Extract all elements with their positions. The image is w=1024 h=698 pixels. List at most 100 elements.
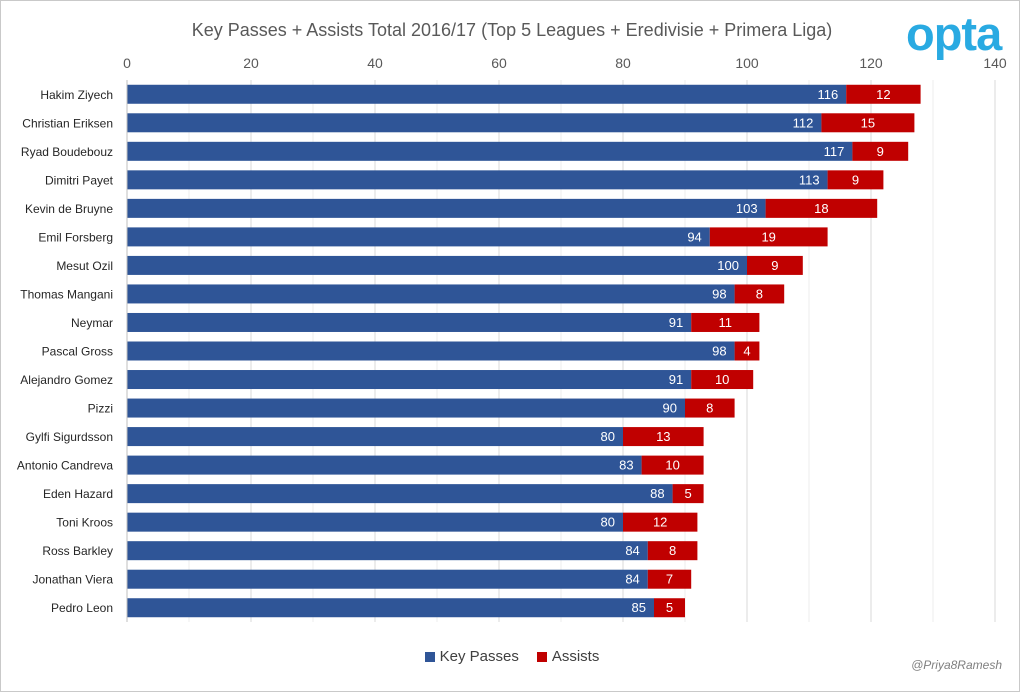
key-passes-value-label: 113 — [799, 172, 820, 187]
assists-value-label: 12 — [876, 87, 890, 102]
x-tick-label: 40 — [367, 55, 383, 71]
assists-value-label: 9 — [877, 144, 884, 159]
category-label: Pizzi — [88, 402, 113, 416]
legend-item-key-passes: Key Passes — [424, 648, 519, 665]
key-passes-value-label: 112 — [793, 115, 814, 130]
assists-bar — [846, 84, 921, 104]
assists-bar — [647, 541, 698, 561]
y-axis-labels: Hakim Ziyech Christian Eriksen Ryad Boudeb… — [17, 88, 114, 615]
assists-bar — [734, 341, 760, 361]
key-passes-bar — [127, 84, 847, 104]
assists-bar — [765, 198, 878, 218]
legend-swatch-key-passes — [424, 651, 435, 662]
assists-value-label: 5 — [666, 600, 673, 615]
key-passes-value-label: 91 — [669, 372, 683, 387]
key-passes-bar — [127, 598, 654, 618]
assists-bar — [691, 370, 754, 390]
key-passes-value-label: 88 — [650, 486, 664, 501]
assists-value-label: 15 — [861, 115, 875, 130]
key-passes-value-label: 94 — [687, 229, 701, 244]
key-passes-bar — [127, 312, 692, 332]
key-passes-value-label: 90 — [663, 401, 677, 416]
key-passes-value-label: 98 — [712, 344, 726, 359]
key-passes-bar — [127, 227, 710, 247]
chart-title: Key Passes + Assists Total 2016/17 (Top … — [191, 20, 833, 40]
key-passes-bar — [127, 398, 685, 418]
assists-value-label: 19 — [761, 229, 775, 244]
assists-bar — [821, 113, 915, 133]
assists-bar — [654, 598, 685, 618]
legend-label-assists: Assists — [551, 648, 600, 665]
x-axis-ticks: 0 20 40 60 80 100 120 140 — [123, 55, 1007, 71]
assists-value-label: 5 — [684, 486, 691, 501]
opta-logo: opta — [906, 7, 1002, 60]
assists-value-label: 13 — [656, 429, 670, 444]
key-passes-bar — [127, 484, 673, 504]
key-passes-value-label: 91 — [669, 315, 683, 330]
key-passes-bar — [127, 198, 766, 218]
assists-bar — [647, 569, 692, 589]
assists-bar — [623, 427, 704, 447]
x-tick-label: 120 — [859, 55, 883, 71]
assists-bar — [709, 227, 828, 247]
assists-bar — [685, 398, 735, 418]
key-passes-bar — [127, 141, 853, 161]
assists-value-label: 12 — [653, 515, 667, 530]
assists-bar — [747, 255, 803, 275]
category-label: Alejandro Gomez — [20, 373, 113, 387]
key-passes-bar — [127, 370, 692, 390]
key-passes-value-label: 84 — [625, 572, 639, 587]
key-passes-value-label: 117 — [824, 144, 845, 159]
assists-bar — [852, 141, 909, 161]
category-label: Kevin de Bruyne — [25, 202, 113, 216]
assists-value-label: 7 — [666, 572, 673, 587]
assists-bar — [623, 512, 698, 532]
x-tick-label: 0 — [123, 55, 131, 71]
key-passes-bar — [127, 113, 822, 133]
key-passes-bar — [127, 512, 623, 532]
assists-value-label: 10 — [665, 458, 679, 473]
key-passes-bar — [127, 284, 735, 304]
category-label: Neymar — [71, 316, 113, 330]
assists-value-label: 10 — [715, 372, 729, 387]
category-label: Thomas Mangani — [20, 287, 113, 301]
legend: Key Passes Assists — [0, 648, 1024, 665]
assists-bar — [691, 312, 760, 332]
category-label: Dimitri Payet — [45, 173, 114, 187]
key-passes-value-label: 84 — [625, 543, 639, 558]
x-tick-label: 100 — [735, 55, 759, 71]
key-passes-bar — [127, 455, 642, 475]
category-label: Mesut Ozil — [56, 259, 113, 273]
assists-value-label: 8 — [706, 401, 713, 416]
assists-value-label: 9 — [771, 258, 778, 273]
assists-bar — [641, 455, 704, 475]
key-passes-value-label: 100 — [717, 258, 739, 273]
assists-value-label: 18 — [814, 201, 828, 216]
x-tick-label: 140 — [983, 55, 1007, 71]
category-label: Eden Hazard — [43, 487, 113, 501]
assists-value-label: 4 — [743, 344, 750, 359]
category-label: Pedro Leon — [51, 601, 113, 615]
category-label: Ryad Boudebouz — [21, 145, 113, 159]
category-label: Hakim Ziyech — [40, 88, 113, 102]
key-passes-bar — [127, 569, 648, 589]
key-passes-value-label: 80 — [601, 515, 615, 530]
category-label: Gylfi Sigurdsson — [26, 430, 113, 444]
assists-value-label: 8 — [669, 543, 676, 558]
key-passes-value-label: 85 — [632, 600, 646, 615]
legend-label-key-passes: Key Passes — [439, 648, 519, 665]
key-passes-value-label: 103 — [736, 201, 758, 216]
assists-bar — [827, 170, 884, 190]
assists-value-label: 9 — [852, 172, 859, 187]
x-tick-label: 80 — [615, 55, 631, 71]
category-label: Toni Kroos — [56, 516, 113, 530]
key-passes-value-label: 80 — [601, 429, 615, 444]
x-tick-label: 20 — [243, 55, 259, 71]
category-label: Antonio Candreva — [17, 459, 113, 473]
assists-bar — [672, 484, 704, 504]
assists-value-label: 11 — [719, 315, 733, 330]
assists-value-label: 8 — [756, 286, 763, 301]
key-passes-bar — [127, 341, 735, 361]
